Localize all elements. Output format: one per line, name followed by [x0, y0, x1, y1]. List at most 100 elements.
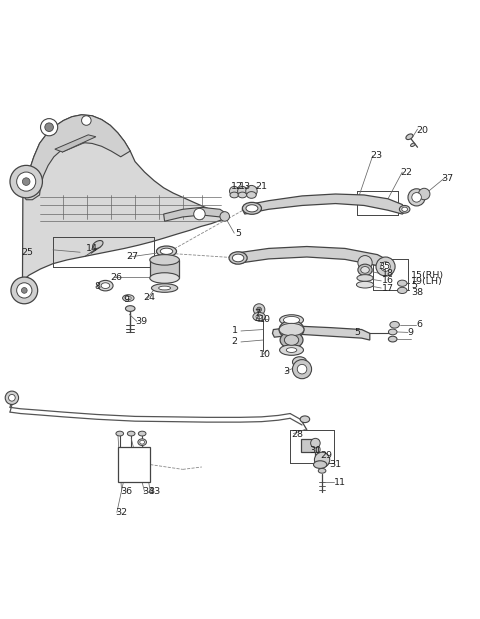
Ellipse shape — [229, 252, 247, 264]
Circle shape — [11, 277, 37, 304]
Ellipse shape — [388, 329, 397, 335]
Polygon shape — [231, 246, 393, 271]
Ellipse shape — [313, 461, 327, 469]
Ellipse shape — [140, 440, 144, 444]
Circle shape — [257, 307, 262, 312]
Text: 25: 25 — [22, 248, 34, 257]
Text: 8: 8 — [95, 282, 100, 291]
Text: 29: 29 — [320, 451, 332, 459]
Text: 35: 35 — [378, 262, 391, 271]
Text: 11: 11 — [334, 478, 346, 487]
Ellipse shape — [122, 295, 134, 301]
Circle shape — [17, 283, 32, 298]
Ellipse shape — [390, 321, 399, 328]
Text: 13: 13 — [239, 182, 251, 191]
Text: 2: 2 — [232, 337, 238, 347]
Text: 9: 9 — [123, 295, 129, 303]
Ellipse shape — [138, 439, 146, 446]
Circle shape — [45, 123, 53, 131]
Ellipse shape — [280, 314, 303, 325]
Polygon shape — [242, 194, 406, 214]
Ellipse shape — [406, 134, 413, 139]
Ellipse shape — [300, 416, 310, 423]
Text: 7: 7 — [254, 309, 260, 318]
Text: 5: 5 — [411, 281, 417, 290]
Text: 1: 1 — [232, 326, 238, 335]
Ellipse shape — [280, 345, 303, 355]
Text: 27: 27 — [126, 251, 138, 261]
Circle shape — [246, 186, 257, 197]
Ellipse shape — [357, 275, 373, 282]
Ellipse shape — [230, 192, 239, 198]
Bar — [150, 260, 180, 278]
Ellipse shape — [399, 206, 410, 213]
Text: 6: 6 — [417, 320, 422, 329]
Bar — [118, 447, 150, 482]
Circle shape — [419, 188, 430, 200]
Circle shape — [376, 257, 395, 276]
Circle shape — [412, 193, 421, 202]
Polygon shape — [164, 207, 226, 221]
Ellipse shape — [286, 348, 297, 352]
Polygon shape — [55, 135, 96, 152]
Circle shape — [238, 186, 247, 196]
Text: 33: 33 — [148, 487, 161, 496]
Text: 20: 20 — [417, 126, 429, 135]
Ellipse shape — [279, 323, 304, 335]
Ellipse shape — [238, 192, 247, 198]
Circle shape — [23, 178, 30, 186]
Text: 30: 30 — [309, 446, 321, 455]
Text: 23: 23 — [370, 151, 382, 160]
Circle shape — [297, 365, 307, 374]
Ellipse shape — [242, 202, 262, 214]
Circle shape — [82, 116, 91, 125]
Ellipse shape — [292, 357, 307, 367]
Text: 12: 12 — [231, 182, 243, 191]
Text: 26: 26 — [110, 272, 122, 282]
Text: 9: 9 — [407, 328, 413, 337]
Text: 5: 5 — [235, 228, 241, 238]
Ellipse shape — [101, 283, 110, 288]
Circle shape — [22, 288, 27, 293]
Text: 15(RH): 15(RH) — [411, 271, 444, 280]
Text: 5: 5 — [355, 328, 360, 337]
Circle shape — [10, 165, 42, 198]
Ellipse shape — [357, 282, 373, 288]
Ellipse shape — [150, 254, 180, 265]
Text: 3: 3 — [283, 367, 289, 376]
Text: 32: 32 — [115, 508, 127, 517]
Ellipse shape — [93, 241, 103, 249]
Ellipse shape — [246, 205, 258, 212]
Text: 16: 16 — [382, 276, 394, 285]
Text: 14: 14 — [86, 244, 98, 253]
Ellipse shape — [138, 431, 146, 436]
Text: 17: 17 — [382, 284, 394, 293]
Ellipse shape — [247, 192, 256, 198]
Circle shape — [9, 394, 15, 401]
Text: 38: 38 — [411, 288, 423, 297]
Text: 24: 24 — [144, 293, 156, 302]
Ellipse shape — [232, 254, 244, 262]
Circle shape — [292, 360, 312, 379]
Circle shape — [17, 172, 36, 191]
Text: 19(LH): 19(LH) — [411, 277, 443, 287]
Text: 28: 28 — [291, 430, 303, 439]
Ellipse shape — [116, 431, 123, 436]
Ellipse shape — [402, 207, 408, 212]
Polygon shape — [23, 115, 130, 200]
Ellipse shape — [127, 431, 135, 436]
Ellipse shape — [156, 246, 177, 256]
Bar — [300, 439, 318, 452]
Circle shape — [229, 186, 239, 196]
Ellipse shape — [283, 316, 300, 324]
Ellipse shape — [388, 336, 397, 342]
Ellipse shape — [256, 314, 262, 319]
Text: 4: 4 — [254, 316, 260, 324]
Polygon shape — [20, 115, 222, 302]
Ellipse shape — [284, 335, 299, 345]
Ellipse shape — [158, 286, 170, 290]
Ellipse shape — [253, 313, 265, 321]
Text: 34: 34 — [143, 487, 155, 496]
Circle shape — [40, 119, 58, 136]
Ellipse shape — [397, 280, 407, 287]
